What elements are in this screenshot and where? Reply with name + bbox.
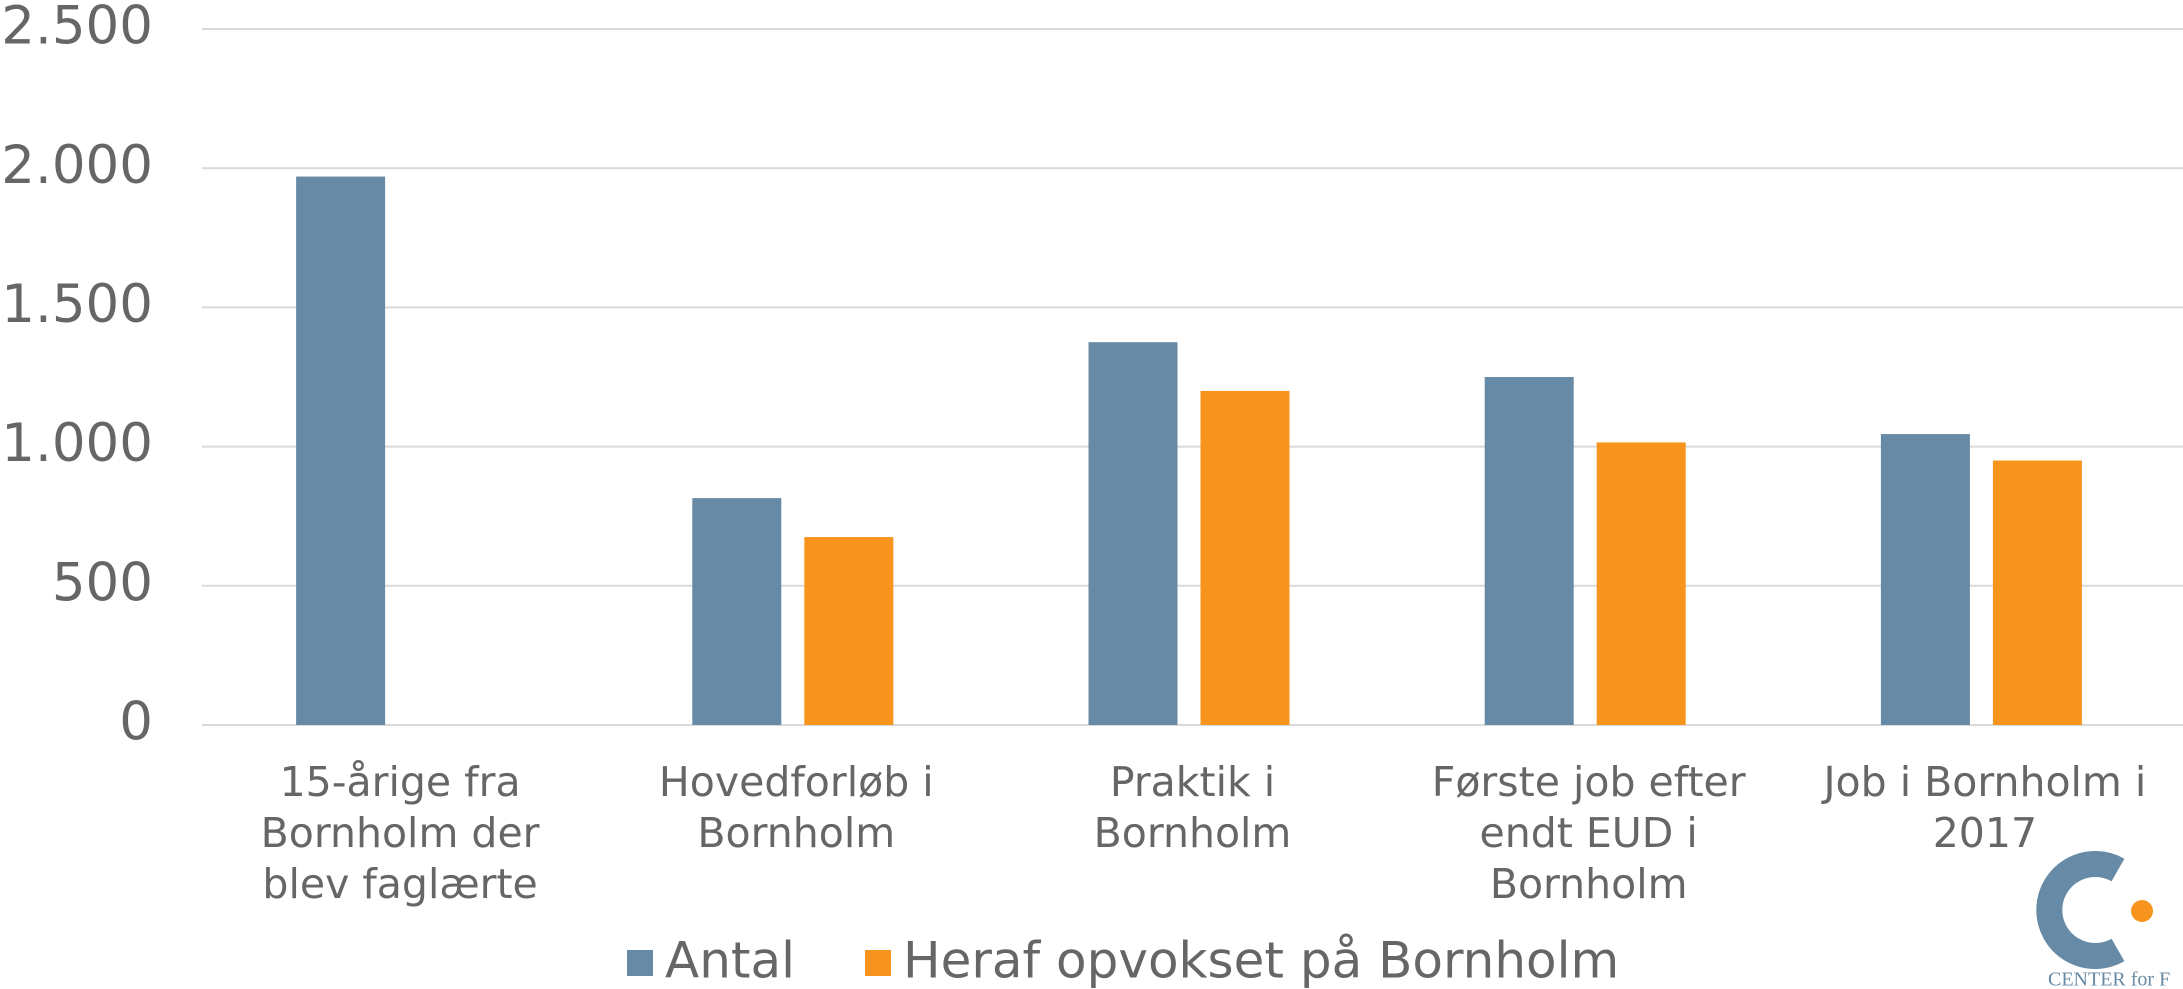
legend-swatch — [627, 950, 653, 976]
bar — [296, 176, 386, 725]
x-tick-label: 15-årige fra Bornholm der blev faglærte — [260, 758, 540, 908]
x-tick-label: Praktik i Bornholm — [1093, 758, 1292, 857]
legend-label: Antal — [665, 932, 795, 989]
legend-swatch — [865, 950, 891, 976]
bar — [804, 537, 894, 725]
x-tick-label: Første job efter endt EUD i Bornholm — [1431, 758, 1746, 908]
bar — [692, 498, 782, 725]
y-tick-label: 0 — [119, 692, 153, 753]
y-tick-label: 1.000 — [1, 413, 153, 474]
bar — [1088, 342, 1178, 725]
bar — [1880, 434, 1970, 725]
bar — [1992, 460, 2082, 725]
logo: CENTER for F — [2036, 851, 2170, 989]
bar — [1200, 390, 1290, 725]
x-tick-label: Job i Bornholm i 2017 — [1823, 758, 2147, 857]
y-tick-label: 2.500 — [1, 0, 153, 57]
logo-ring — [2036, 851, 2125, 969]
legend-label: Heraf opvokset på Bornholm — [903, 932, 1619, 989]
bar — [1484, 377, 1574, 725]
logo-text: CENTER for F — [2048, 969, 2170, 989]
x-tick-label: Hovedforløb i Bornholm — [658, 758, 934, 857]
y-tick-label: 1.500 — [1, 274, 153, 335]
logo-dot — [2131, 900, 2153, 922]
y-tick-label: 500 — [52, 552, 153, 613]
y-tick-label: 2.000 — [1, 135, 153, 196]
bar — [1596, 442, 1686, 725]
